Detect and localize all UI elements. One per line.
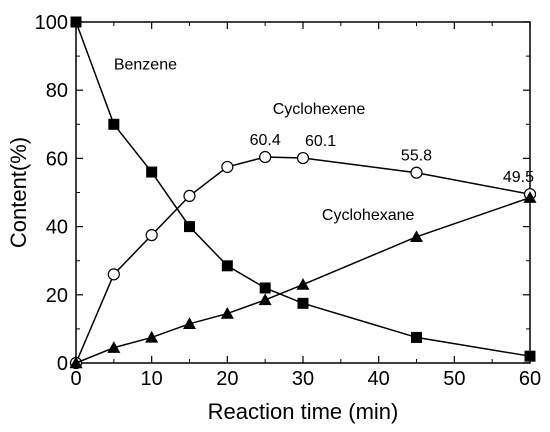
x-tick-label: 50 <box>443 368 465 390</box>
data-point-cyclohexene <box>107 268 120 281</box>
annotation-layer: Benzene Cyclohexene Cyclohexane 60.4 60.1 55.… <box>114 57 534 224</box>
data-point-benzene <box>108 118 120 130</box>
annotation-label: Benzene <box>114 57 177 74</box>
data-point-cyclohexane <box>107 341 121 353</box>
series-cyclohexane <box>69 191 537 369</box>
data-point-cyclohexene <box>145 229 158 242</box>
series-line-cyclohexene <box>75 156 531 364</box>
data-point-cyclohexane <box>523 191 537 203</box>
data-point-benzene <box>146 166 158 178</box>
series-benzene <box>70 16 536 362</box>
data-point-cyclohexane <box>410 230 423 243</box>
data-point-cyclohexane <box>296 278 310 290</box>
x-axis-ticks: 0 10 20 30 40 50 60 <box>70 22 541 390</box>
x-tick-label: 60 <box>519 368 541 390</box>
annotation-label: Cyclohexene <box>273 101 366 118</box>
data-point-cyclohexane <box>183 317 196 329</box>
x-tick-label: 10 <box>141 368 163 390</box>
data-point-cyclohexene <box>259 150 272 164</box>
annotation-label: Cyclohexane <box>322 207 415 224</box>
data-point-benzene <box>297 297 309 309</box>
data-point-cyclohexene <box>410 166 423 179</box>
data-label: 60.1 <box>305 133 336 150</box>
data-label: 55.8 <box>401 148 432 165</box>
y-tick-label: 80 <box>46 80 68 102</box>
data-label: 49.5 <box>503 169 534 186</box>
x-tick-label: 30 <box>292 368 314 390</box>
data-label: 60.4 <box>250 132 281 149</box>
y-tick-label: 0 <box>57 353 68 375</box>
data-point-cyclohexane <box>145 330 159 343</box>
data-point-benzene <box>411 331 422 343</box>
x-tick-label: 20 <box>216 368 238 390</box>
data-point-cyclohexane <box>258 293 272 306</box>
data-point-benzene <box>70 16 82 28</box>
data-point-cyclohexene <box>183 189 196 203</box>
series-layer <box>69 16 537 370</box>
data-point-benzene <box>524 350 536 362</box>
series-cyclohexene <box>69 150 537 370</box>
x-tick-label: 40 <box>368 368 390 390</box>
y-tick-label: 60 <box>46 148 68 170</box>
y-axis-ticks: 0 20 40 60 80 100 <box>35 12 530 375</box>
y-tick-label: 20 <box>46 285 68 307</box>
y-tick-label: 40 <box>46 217 68 239</box>
y-tick-label: 100 <box>35 12 68 34</box>
x-tick-label: 0 <box>70 368 81 390</box>
y-axis-title: Content(%) <box>6 137 31 248</box>
data-point-cyclohexene <box>221 160 234 174</box>
data-point-cyclohexane <box>69 356 83 369</box>
data-point-cyclohexane <box>220 307 234 319</box>
x-axis-title: Reaction time (min) <box>208 399 399 424</box>
data-point-cyclohexene <box>296 151 310 165</box>
data-point-benzene <box>221 260 233 272</box>
data-point-benzene <box>259 282 271 294</box>
data-point-benzene <box>184 221 195 233</box>
